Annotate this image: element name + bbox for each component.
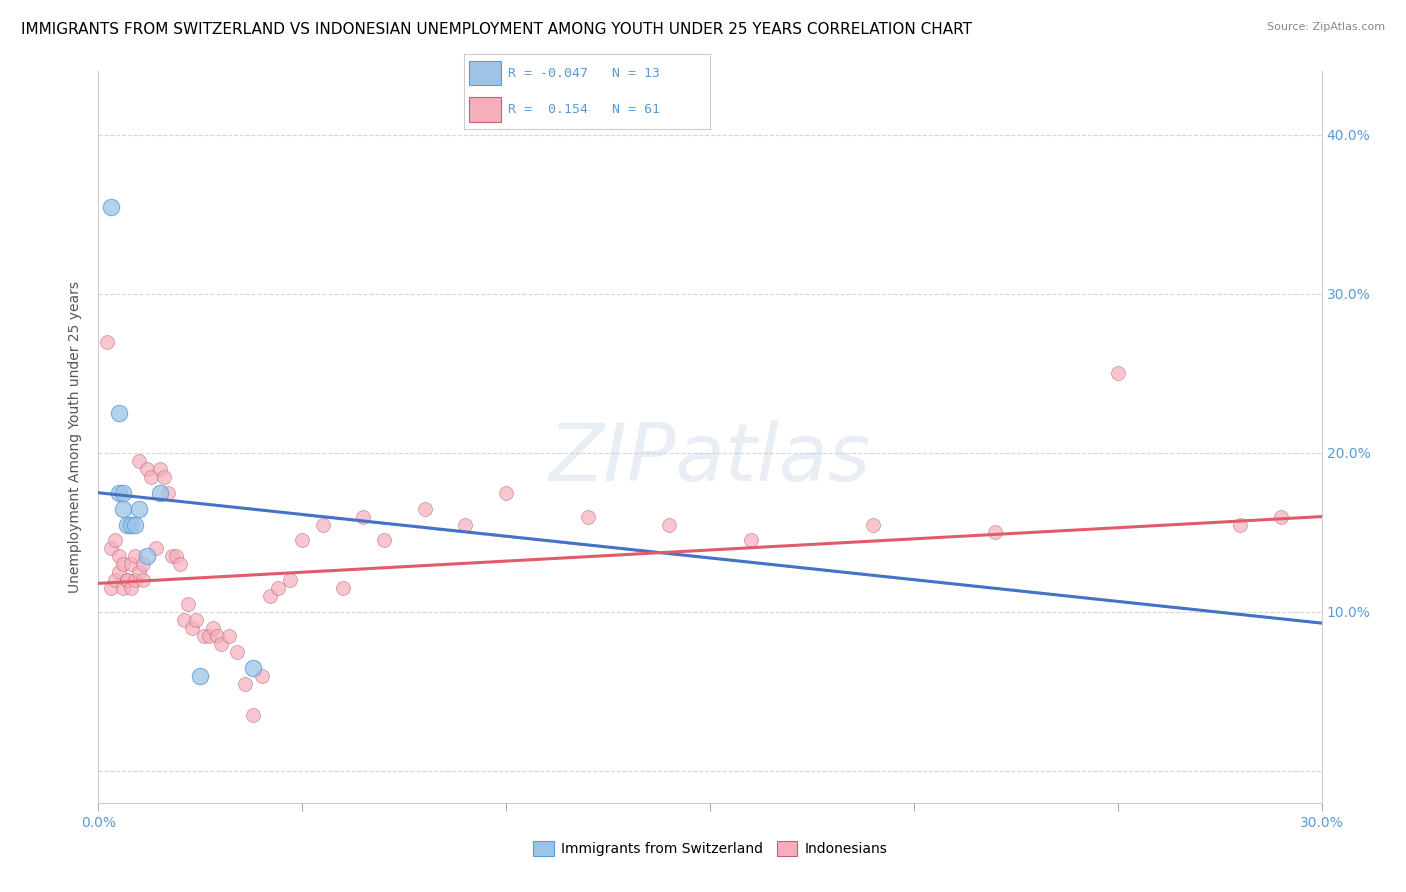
Point <box>278 573 301 587</box>
Point <box>132 573 155 587</box>
Point <box>160 549 183 564</box>
Point <box>373 533 395 548</box>
Point <box>658 517 681 532</box>
Point <box>193 629 215 643</box>
Point <box>495 485 517 500</box>
Point <box>128 566 150 580</box>
Point <box>100 200 122 214</box>
Point <box>740 533 762 548</box>
Text: IMMIGRANTS FROM SWITZERLAND VS INDONESIAN UNEMPLOYMENT AMONG YOUTH UNDER 25 YEAR: IMMIGRANTS FROM SWITZERLAND VS INDONESIA… <box>21 22 972 37</box>
Point <box>149 485 172 500</box>
Point <box>108 485 131 500</box>
Point <box>111 485 134 500</box>
Point <box>128 501 150 516</box>
Point <box>233 676 256 690</box>
Point <box>115 573 138 587</box>
Point <box>862 517 884 532</box>
Point <box>156 485 179 500</box>
Point <box>332 581 354 595</box>
Point <box>108 406 131 420</box>
Point <box>226 645 249 659</box>
Point <box>136 549 159 564</box>
Point <box>181 621 204 635</box>
Legend: Immigrants from Switzerland, Indonesians: Immigrants from Switzerland, Indonesians <box>527 836 893 862</box>
Point <box>352 509 374 524</box>
Point <box>120 581 142 595</box>
Point <box>186 613 208 627</box>
Point <box>128 454 150 468</box>
Point <box>413 501 436 516</box>
Point <box>242 708 264 723</box>
Point <box>124 573 146 587</box>
Point <box>100 581 122 595</box>
Point <box>209 637 232 651</box>
Point <box>100 541 122 556</box>
Point <box>201 621 224 635</box>
Point <box>136 462 159 476</box>
Point <box>111 558 134 572</box>
Bar <box>470 97 501 122</box>
Bar <box>470 62 501 86</box>
Text: ZIPatlas: ZIPatlas <box>548 420 872 498</box>
Point <box>188 668 212 682</box>
Text: Source: ZipAtlas.com: Source: ZipAtlas.com <box>1267 22 1385 32</box>
Point <box>242 660 264 674</box>
Text: R = -0.047   N = 13: R = -0.047 N = 13 <box>509 67 661 79</box>
Point <box>291 533 314 548</box>
Point <box>141 470 163 484</box>
Point <box>111 501 134 516</box>
Point <box>104 573 127 587</box>
Point <box>250 668 273 682</box>
Point <box>169 558 191 572</box>
Point <box>1229 517 1251 532</box>
Point <box>205 629 228 643</box>
Point <box>145 541 167 556</box>
Point <box>108 549 131 564</box>
Point <box>115 573 138 587</box>
Point <box>115 517 138 532</box>
Point <box>984 525 1007 540</box>
Point <box>96 334 118 349</box>
Point <box>1270 509 1292 524</box>
Point <box>149 462 172 476</box>
Text: R =  0.154   N = 61: R = 0.154 N = 61 <box>509 103 661 116</box>
Point <box>173 613 195 627</box>
Point <box>312 517 335 532</box>
Point <box>120 517 142 532</box>
Point <box>218 629 240 643</box>
Point <box>124 517 146 532</box>
Point <box>177 597 200 611</box>
Point <box>197 629 219 643</box>
Point <box>104 533 127 548</box>
Point <box>576 509 599 524</box>
Point <box>1107 367 1129 381</box>
Point <box>152 470 174 484</box>
Point <box>132 558 155 572</box>
Y-axis label: Unemployment Among Youth under 25 years: Unemployment Among Youth under 25 years <box>69 281 83 593</box>
Point <box>111 581 134 595</box>
Point <box>120 558 142 572</box>
Point <box>454 517 477 532</box>
Point <box>124 549 146 564</box>
Point <box>259 589 281 603</box>
Point <box>165 549 187 564</box>
Point <box>267 581 290 595</box>
Point <box>108 566 131 580</box>
